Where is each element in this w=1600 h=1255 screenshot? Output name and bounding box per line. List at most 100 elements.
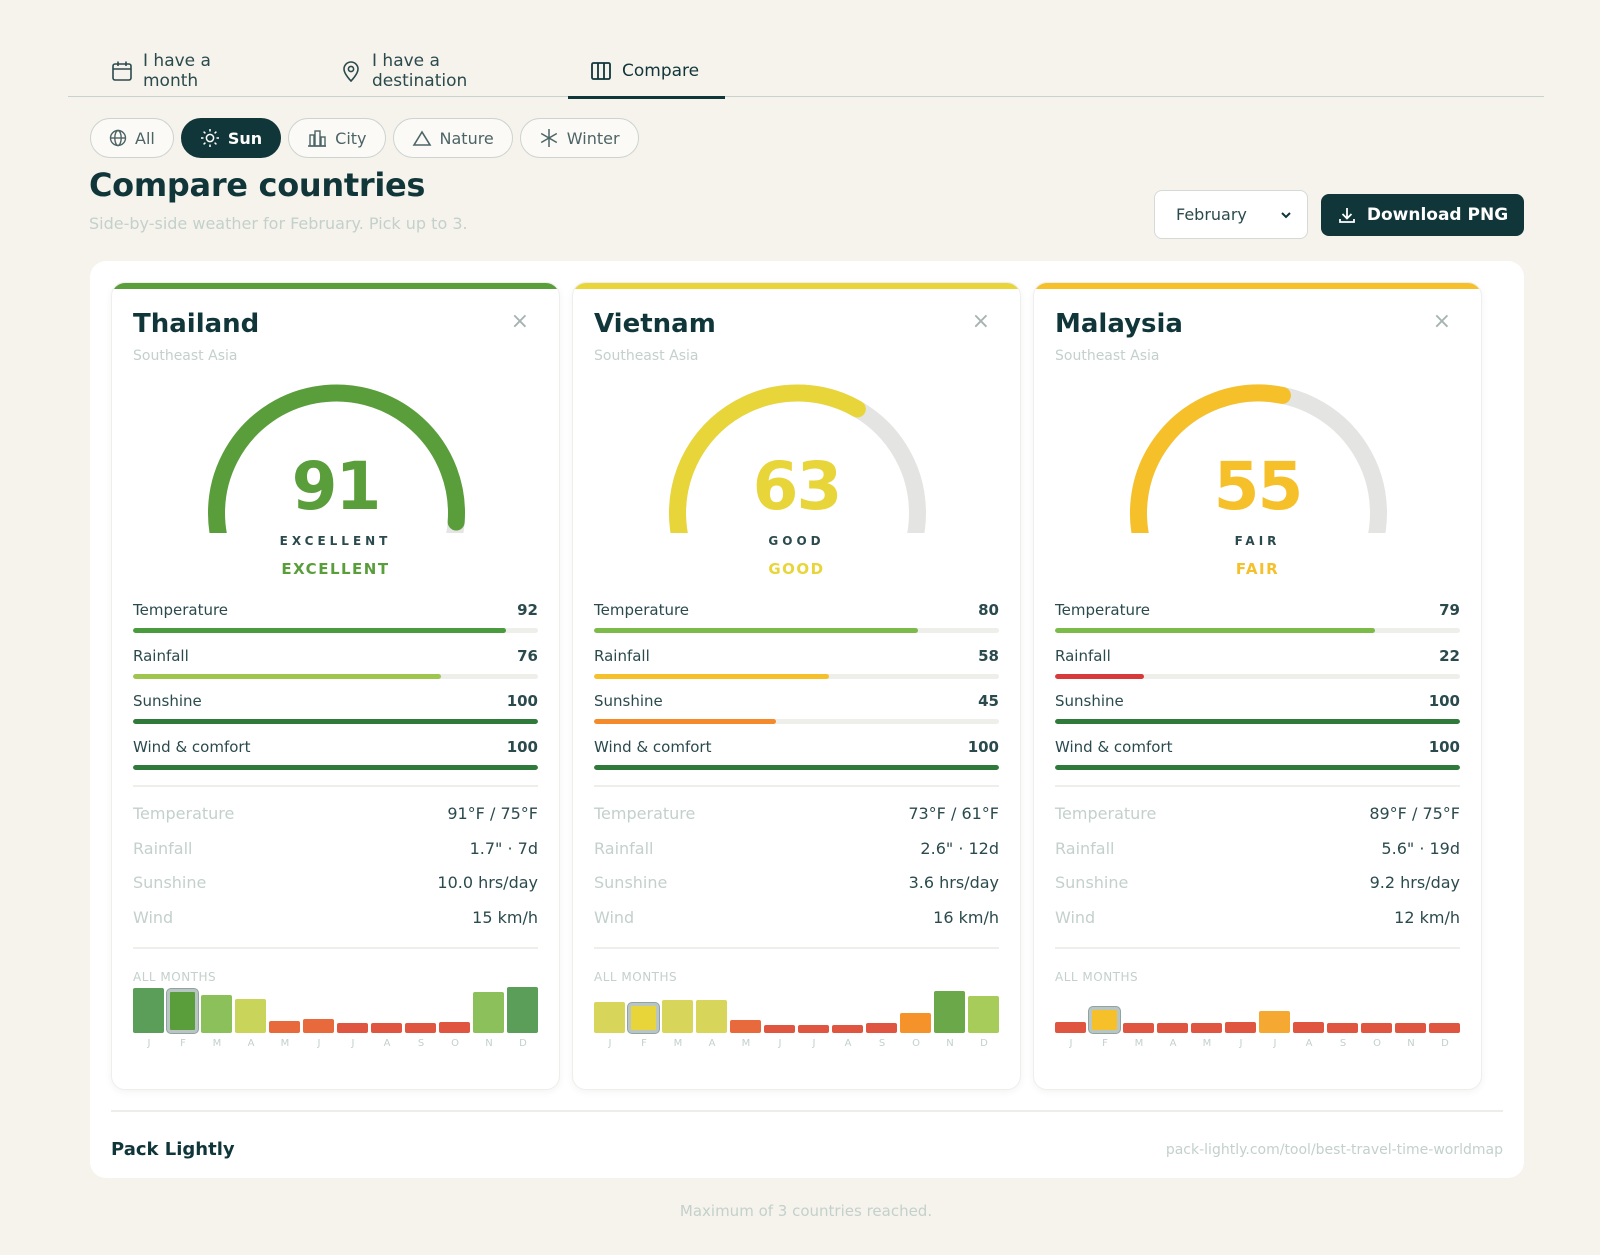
remove-country-button[interactable]: × bbox=[972, 311, 990, 333]
filter-nature[interactable]: Nature bbox=[392, 118, 513, 158]
snowflake-icon bbox=[540, 129, 557, 147]
month-bar[interactable] bbox=[900, 1013, 931, 1033]
country-name: Thailand bbox=[133, 309, 260, 339]
month-bar[interactable] bbox=[269, 1021, 300, 1033]
metric-track bbox=[1055, 673, 1460, 679]
month-bar[interactable] bbox=[337, 1023, 368, 1033]
detail-row: Rainfall 2.6" · 12d bbox=[594, 839, 999, 874]
month-label: M bbox=[280, 1038, 290, 1049]
month-bar[interactable] bbox=[1089, 1007, 1120, 1033]
month-bar[interactable] bbox=[1191, 1023, 1222, 1033]
month-bar[interactable] bbox=[1123, 1023, 1154, 1033]
month-bar[interactable] bbox=[1327, 1023, 1358, 1033]
month-bar[interactable] bbox=[1395, 1023, 1426, 1033]
detail-label: Rainfall bbox=[1055, 838, 1115, 858]
download-png-button[interactable]: Download PNG bbox=[1321, 194, 1524, 236]
month-bar[interactable] bbox=[473, 992, 504, 1033]
month-label: M bbox=[741, 1038, 751, 1049]
month-bar[interactable] bbox=[1157, 1023, 1188, 1033]
month-bar[interactable] bbox=[371, 1023, 402, 1033]
month-label: A bbox=[1169, 1038, 1177, 1049]
all-months-label: ALL MONTHS bbox=[1055, 970, 1139, 984]
tab-i-have-a-month[interactable]: I have a month bbox=[68, 44, 290, 97]
detail-row: Wind 12 km/h bbox=[1055, 908, 1460, 943]
month-bar[interactable] bbox=[832, 1025, 863, 1033]
close-icon: × bbox=[1432, 309, 1451, 334]
detail-label: Wind bbox=[594, 907, 635, 927]
detail-value: 12 km/h bbox=[1394, 907, 1460, 927]
score-gauge bbox=[669, 384, 926, 533]
sun-icon bbox=[200, 129, 219, 147]
month-bar[interactable] bbox=[594, 1002, 625, 1033]
month-label: F bbox=[1102, 1038, 1108, 1049]
month-label: J bbox=[608, 1038, 612, 1049]
month-bar[interactable] bbox=[662, 1000, 693, 1033]
metric-track bbox=[594, 673, 999, 679]
metric-track bbox=[594, 719, 999, 724]
score-gauge bbox=[1130, 384, 1387, 533]
month-bar[interactable] bbox=[439, 1022, 470, 1033]
month-label: J bbox=[147, 1038, 151, 1049]
metric-track bbox=[133, 673, 538, 679]
footer-url: pack-lightly.com/tool/best-travel-time-w… bbox=[1165, 1142, 1503, 1158]
filter-city[interactable]: City bbox=[288, 118, 386, 158]
metric-row: Temperature 80 bbox=[594, 601, 999, 647]
monthly-score-chart bbox=[1055, 983, 1461, 1033]
month-bar[interactable] bbox=[235, 999, 266, 1033]
month-bar[interactable] bbox=[303, 1019, 334, 1033]
month-bar[interactable] bbox=[798, 1025, 829, 1033]
month-bar[interactable] bbox=[1293, 1022, 1324, 1033]
country-region: Southeast Asia bbox=[133, 348, 238, 364]
month-bar[interactable] bbox=[968, 996, 999, 1033]
detail-row: Sunshine 10.0 hrs/day bbox=[133, 873, 538, 908]
tab-compare[interactable]: Compare bbox=[568, 44, 725, 99]
country-card-vietnam: Vietnam Southeast Asia × 63 GOOD GOOD Tempera… bbox=[572, 282, 1021, 1090]
metric-row: Sunshine 45 bbox=[594, 692, 999, 738]
month-select[interactable]: February bbox=[1154, 190, 1308, 239]
filter-sun[interactable]: Sun bbox=[180, 118, 282, 158]
metric-fill bbox=[1055, 673, 1145, 679]
month-bar[interactable] bbox=[201, 995, 232, 1033]
metric-track bbox=[1055, 719, 1460, 724]
month-label: O bbox=[912, 1038, 920, 1049]
month-bar[interactable] bbox=[507, 987, 538, 1033]
metric-fill bbox=[1055, 628, 1375, 633]
month-bar[interactable] bbox=[628, 1003, 659, 1033]
filter-winter[interactable]: Winter bbox=[519, 118, 639, 158]
download-label: Download PNG bbox=[1366, 205, 1509, 225]
month-bar[interactable] bbox=[764, 1025, 795, 1033]
month-label: F bbox=[180, 1038, 186, 1049]
tab-i-have-a-destination[interactable]: I have a destination bbox=[290, 44, 552, 97]
month-bar[interactable] bbox=[1361, 1023, 1392, 1033]
month-bar[interactable] bbox=[730, 1020, 761, 1033]
footer-divider bbox=[111, 1110, 1503, 1112]
metric-label: Temperature bbox=[133, 601, 229, 619]
month-bar[interactable] bbox=[696, 1000, 727, 1033]
remove-country-button[interactable]: × bbox=[511, 311, 529, 333]
month-bar[interactable] bbox=[133, 988, 164, 1033]
detail-value: 89°F / 75°F bbox=[1369, 804, 1460, 823]
month-bar[interactable] bbox=[866, 1023, 897, 1033]
month-bar[interactable] bbox=[405, 1023, 436, 1033]
month-bar[interactable] bbox=[167, 989, 198, 1033]
filter-all[interactable]: All bbox=[90, 118, 174, 158]
metric-row: Wind & comfort 100 bbox=[594, 738, 999, 784]
month-label: M bbox=[212, 1038, 222, 1049]
page-title: Compare countries bbox=[89, 166, 426, 204]
month-bar[interactable] bbox=[1429, 1023, 1460, 1033]
detail-label: Sunshine bbox=[133, 873, 207, 892]
remove-country-button[interactable]: × bbox=[1433, 311, 1451, 333]
close-icon: × bbox=[971, 309, 990, 334]
month-bar[interactable] bbox=[1225, 1022, 1256, 1033]
month-bar[interactable] bbox=[1055, 1022, 1086, 1033]
category-filters: All Sun City Nature Winter bbox=[90, 118, 639, 158]
country-card-malaysia: Malaysia Southeast Asia × 55 FAIR FAIR Temper… bbox=[1033, 282, 1482, 1090]
month-label: J bbox=[317, 1038, 321, 1049]
month-bar[interactable] bbox=[1259, 1011, 1290, 1033]
filter-label: Nature bbox=[439, 128, 494, 148]
score-caption: GOOD bbox=[768, 534, 825, 548]
month-bar[interactable] bbox=[934, 991, 965, 1033]
metric-value: 80 bbox=[978, 601, 999, 619]
section-divider bbox=[1055, 947, 1460, 949]
